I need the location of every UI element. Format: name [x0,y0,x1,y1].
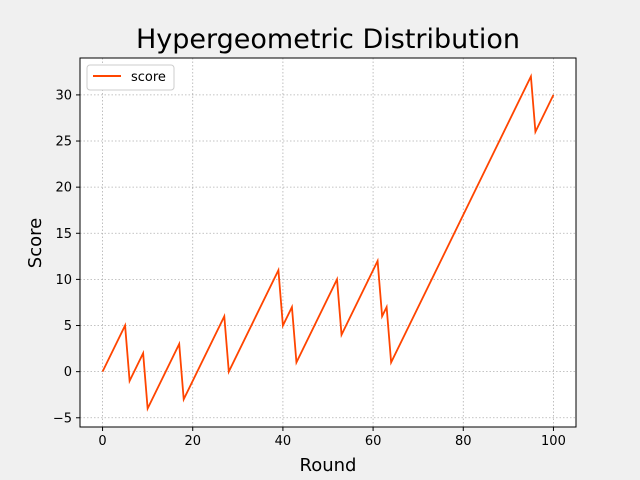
y-tick-label: 5 [64,319,72,334]
y-tick-label: 30 [55,88,72,103]
grid [80,58,576,427]
x-tick-label: 20 [184,434,201,449]
x-axis-label: Round [300,455,357,476]
legend-entry-score: score [131,70,166,85]
series-line-score [101,73,555,412]
y-tick-label: 10 [55,273,72,288]
y-axis-label: Score [25,218,46,268]
legend: score [86,64,175,91]
x-tick-label: 40 [275,434,292,449]
x-tick-label: 0 [98,434,106,449]
axis-ticks: 0 20 40 60 80 100 −5 0 5 10 15 20 25 30 [53,88,566,449]
chart-title: Hypergeometric Distribution [136,24,520,55]
y-tick-label: 20 [55,181,72,196]
y-tick-label: 15 [55,227,72,242]
legend-box [86,64,175,91]
x-tick-label: 100 [541,434,566,449]
y-tick-label: 0 [64,365,72,380]
x-tick-label: 60 [365,434,382,449]
plot-area [80,58,576,427]
plot-frame [79,57,577,428]
x-tick-label: 80 [455,434,472,449]
y-tick-label: −5 [53,411,72,426]
series-layer [101,73,555,412]
y-tick-label: 25 [55,135,72,150]
